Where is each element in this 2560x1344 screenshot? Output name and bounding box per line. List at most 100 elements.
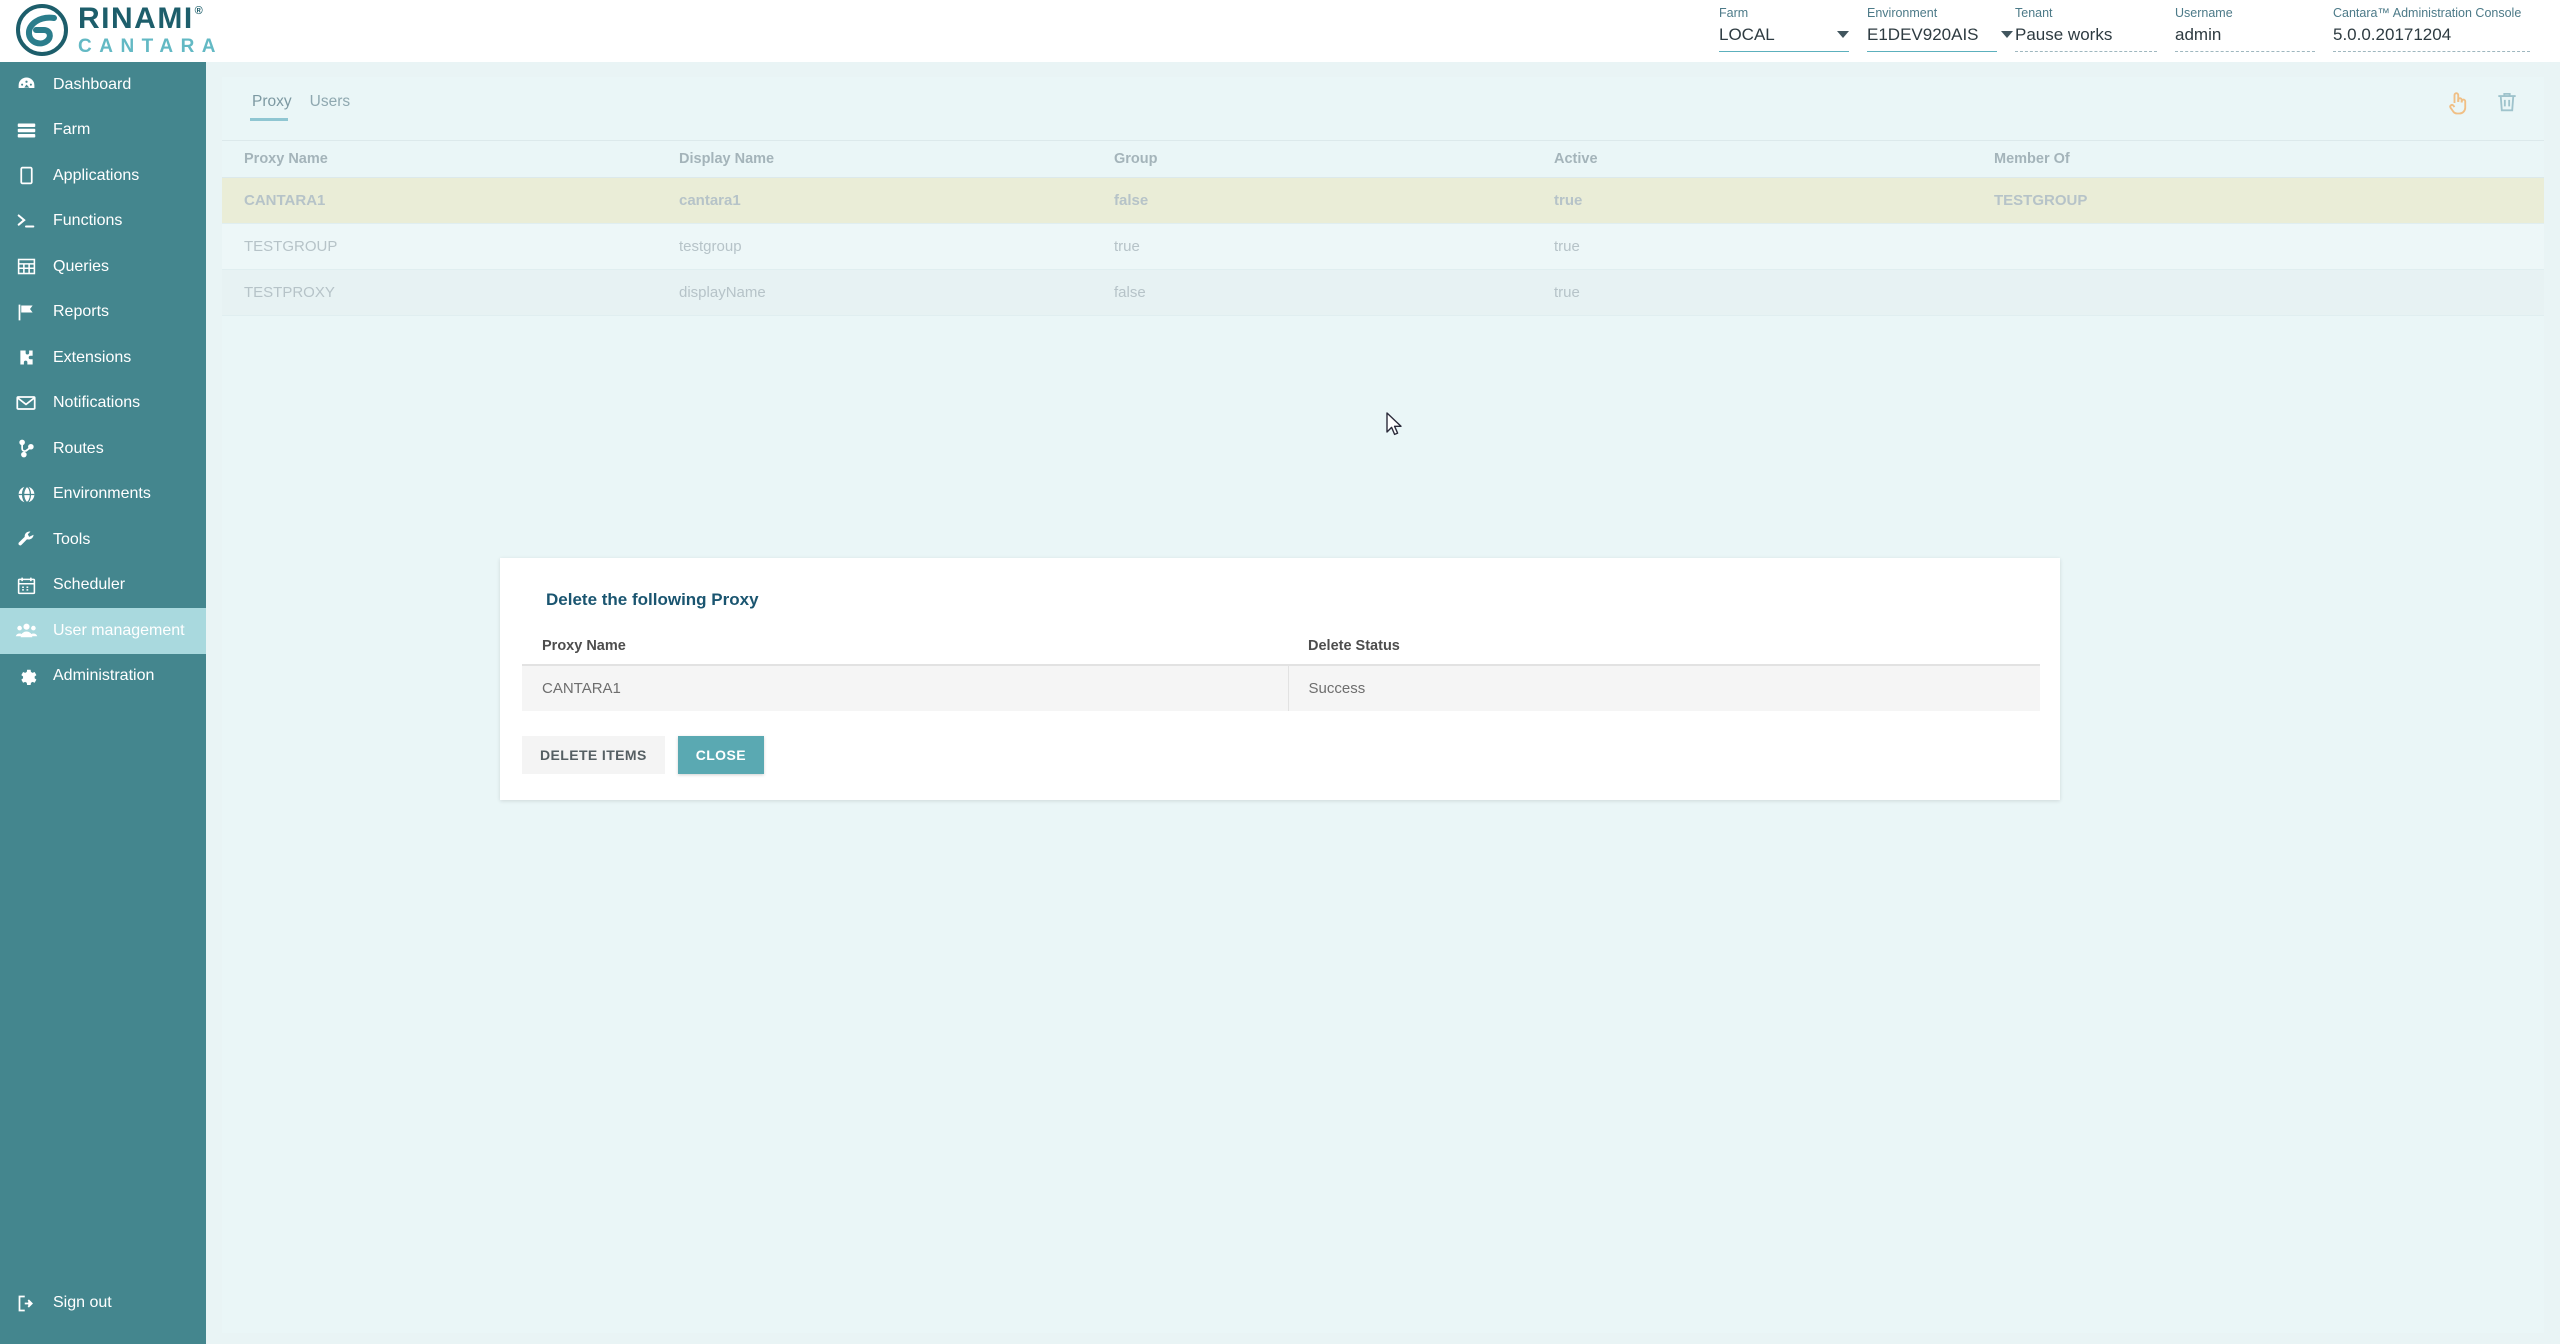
gear-icon: [14, 664, 38, 688]
sidebar-item-label: Extensions: [53, 348, 132, 366]
brand-logo[interactable]: RINAMI ® CANTARA: [16, 4, 223, 56]
cell-group: false: [1092, 177, 1532, 224]
sidebar-item-user-management[interactable]: User management: [0, 608, 206, 654]
column-header-delete-status: Delete Status: [1288, 632, 2040, 666]
table-header-row: Proxy Name Display Name Group Active Mem…: [222, 140, 2544, 178]
header-context-fields: Farm LOCAL Environment E1DEV920AIS Tenan…: [1719, 6, 2548, 52]
username-field: Username admin: [2175, 6, 2333, 52]
dialog-title: Delete the following Proxy: [546, 590, 759, 609]
sidebar-item-extensions[interactable]: Extensions: [0, 335, 206, 381]
server-icon: [14, 118, 38, 142]
calendar-icon: [14, 573, 38, 597]
tenant-field: Tenant Pause works: [2015, 6, 2175, 52]
sidebar-item-signout[interactable]: Sign out: [0, 1281, 206, 1327]
cell-group: false: [1092, 269, 1532, 316]
sidebar-item-label: Environments: [53, 485, 151, 503]
cell-delete-status: Success: [1287, 665, 2040, 711]
environment-selector[interactable]: Environment E1DEV920AIS: [1867, 6, 2015, 52]
table-row[interactable]: TESTPROXY displayName false true: [222, 269, 2544, 316]
table-row[interactable]: TESTGROUP testgroup true true: [222, 223, 2544, 270]
sidebar-item-applications[interactable]: Applications: [0, 153, 206, 199]
sidebar-item-notifications[interactable]: Notifications: [0, 381, 206, 427]
sidebar-item-label: User management: [53, 621, 185, 639]
top-header-bar: RINAMI ® CANTARA Farm LOCAL Environment E…: [0, 0, 2560, 62]
route-icon: [14, 437, 38, 461]
delete-proxy-dialog: Delete the following Proxy Proxy Name De…: [500, 558, 2060, 800]
delete-status-table: Proxy Name Delete Status CANTARA1 Succes…: [522, 632, 2040, 711]
tab-proxy[interactable]: Proxy: [244, 93, 302, 121]
cell-member-of: TESTGROUP: [1972, 177, 2544, 224]
console-version-field: Cantara™ Administration Console 5.0.0.20…: [2333, 6, 2548, 52]
tenant-value: Pause works: [2015, 25, 2157, 52]
cell-display-name: testgroup: [657, 223, 1092, 270]
farm-value: LOCAL: [1719, 25, 1775, 44]
pointer-hand-icon[interactable]: [2444, 89, 2472, 117]
sidebar-item-queries[interactable]: Queries: [0, 244, 206, 290]
username-value: admin: [2175, 25, 2315, 52]
proxy-grid: Proxy Name Display Name Group Active Mem…: [222, 140, 2544, 316]
brand-name-primary: RINAMI: [78, 2, 194, 35]
sidebar-item-label: Scheduler: [53, 576, 126, 594]
sidebar-item-label: Dashboard: [53, 75, 132, 93]
farm-label: Farm: [1719, 6, 1749, 20]
environment-label: Environment: [1867, 6, 1938, 20]
username-label: Username: [2175, 6, 2233, 20]
farm-selector[interactable]: Farm LOCAL: [1719, 6, 1867, 52]
table-row[interactable]: CANTARA1 cantara1 false true TESTGROUP: [222, 177, 2544, 224]
sidebar-item-label: Routes: [53, 439, 104, 457]
brand-text: RINAMI ® CANTARA: [78, 2, 224, 57]
brand-name-secondary: CANTARA: [78, 36, 224, 57]
tab-users[interactable]: Users: [309, 93, 351, 110]
sidebar-item-reports[interactable]: Reports: [0, 290, 206, 336]
column-header-display-name[interactable]: Display Name: [657, 140, 1092, 178]
wrench-icon: [14, 528, 38, 552]
sidebar-item-administration[interactable]: Administration: [0, 654, 206, 700]
registered-mark: ®: [194, 5, 205, 17]
cell-proxy-name: CANTARA1: [222, 177, 657, 224]
flag-icon: [14, 300, 38, 324]
sidebar-item-functions[interactable]: Functions: [0, 199, 206, 245]
tablet-icon: [14, 164, 38, 188]
column-header-member-of[interactable]: Member Of: [1972, 140, 2544, 178]
sidebar-item-label: Reports: [53, 303, 110, 321]
console-version-value: 5.0.0.20171204: [2333, 25, 2530, 52]
sidebar-item-environments[interactable]: Environments: [0, 472, 206, 518]
dialog-table-header-row: Proxy Name Delete Status: [522, 632, 2040, 666]
chevron-down-icon: [1837, 30, 1849, 38]
cell-group: true: [1092, 223, 1532, 270]
column-header-active[interactable]: Active: [1532, 140, 1972, 178]
sidebar-item-label: Tools: [53, 530, 91, 548]
close-button[interactable]: CLOSE: [677, 736, 764, 774]
cell-display-name: displayName: [657, 269, 1092, 316]
cell-active: true: [1532, 269, 1972, 316]
environment-value: E1DEV920AIS: [1867, 25, 1979, 44]
sidebar-item-dashboard[interactable]: Dashboard: [0, 62, 206, 108]
cell-proxy-name: TESTPROXY: [222, 269, 657, 316]
logout-icon: [14, 1291, 38, 1315]
cell-proxy-name: TESTGROUP: [222, 223, 657, 270]
sidebar-item-scheduler[interactable]: Scheduler: [0, 563, 206, 609]
sidebar-item-label: Farm: [53, 121, 91, 139]
envelope-icon: [14, 391, 38, 415]
sidebar-item-tools[interactable]: Tools: [0, 517, 206, 563]
grid-toolbar: [2444, 89, 2522, 117]
sidebar-item-label: Queries: [53, 257, 110, 275]
console-label: Cantara™ Administration Console: [2333, 6, 2522, 20]
cell-member-of: [1972, 269, 2544, 316]
trash-icon[interactable]: [2494, 89, 2522, 117]
sidebar-item-label: Sign out: [53, 1294, 112, 1312]
delete-items-button[interactable]: DELETE ITEMS: [522, 736, 665, 774]
sidebar-item-farm[interactable]: Farm: [0, 108, 206, 154]
cell-active: true: [1532, 223, 1972, 270]
column-header-group[interactable]: Group: [1092, 140, 1532, 178]
dashboard-icon: [14, 73, 38, 97]
cell-member-of: [1972, 223, 2544, 270]
cell-display-name: cantara1: [657, 177, 1092, 224]
cell-proxy-name: CANTARA1: [522, 665, 1288, 711]
sidebar-item-routes[interactable]: Routes: [0, 426, 206, 472]
globe-icon: [14, 482, 38, 506]
sidebar-item-label: Applications: [53, 166, 140, 184]
column-header-proxy-name[interactable]: Proxy Name: [222, 140, 657, 178]
table-row: CANTARA1 Success: [522, 665, 2040, 711]
